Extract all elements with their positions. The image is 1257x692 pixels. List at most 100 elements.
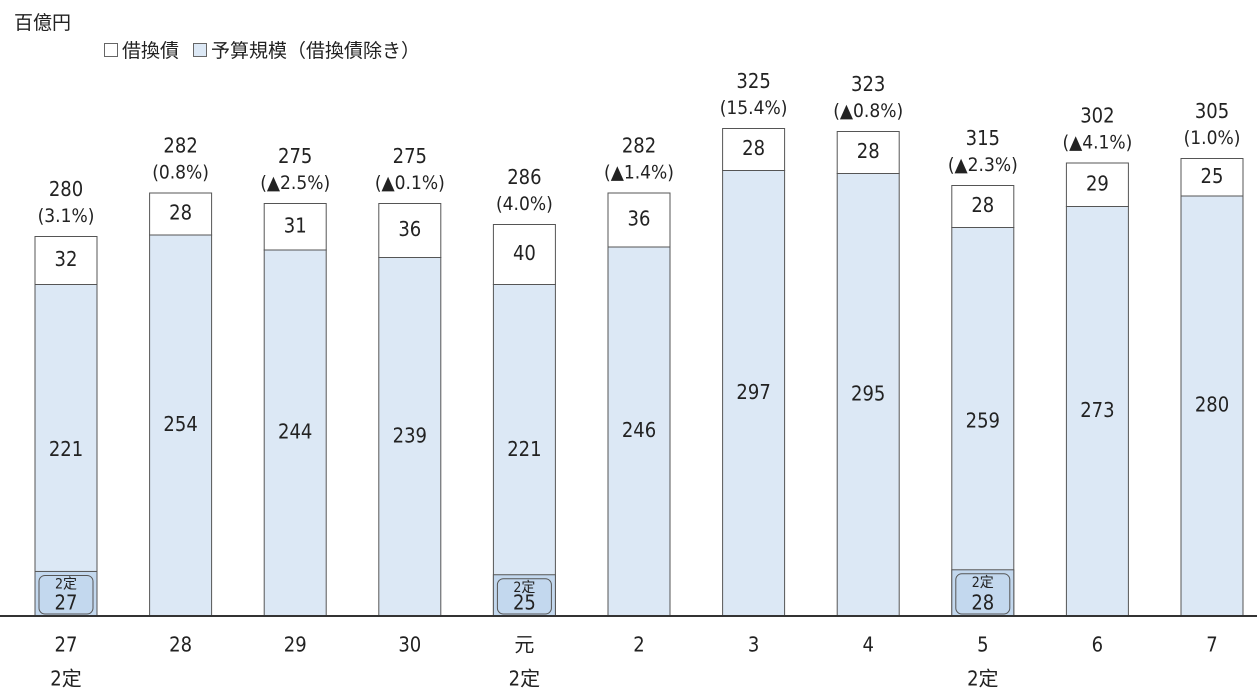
change-label: (▲0.8%)	[833, 100, 903, 122]
bar-refinancing-label: 28	[857, 139, 880, 163]
bar-budget	[263, 249, 327, 617]
total-label: 315	[966, 126, 1000, 150]
x-tick-label: 2定	[50, 667, 81, 691]
legend: 借換債 予算規模（借換債除き）	[104, 36, 420, 63]
bar-budget	[836, 173, 900, 617]
bar-refinancing	[607, 192, 671, 248]
bar-refinancing	[722, 128, 786, 171]
supplementary-bracket	[38, 574, 94, 615]
bar-budget	[1180, 195, 1244, 617]
bar-budget	[722, 170, 786, 617]
total-label: 286	[507, 165, 541, 189]
bar-budget	[378, 257, 442, 617]
bar-refinancing	[263, 203, 327, 251]
supplementary-value: 28	[971, 591, 994, 615]
x-tick-label: 28	[169, 633, 192, 657]
bar-budget-label: 280	[1195, 393, 1229, 417]
bar-refinancing-label: 32	[55, 247, 78, 271]
supplementary-label: 2定	[513, 580, 535, 596]
legend-swatch-refinancing	[104, 42, 118, 57]
total-label: 325	[736, 69, 770, 93]
total-label: 275	[393, 144, 427, 168]
supplementary-label: 2定	[55, 576, 77, 592]
supplementary-value: 25	[513, 591, 536, 615]
change-label: (▲1.4%)	[604, 162, 674, 184]
x-tick-label: 4	[862, 633, 873, 657]
legend-label-budget: 予算規模（借換債除き）	[211, 40, 421, 62]
bar-budget	[951, 227, 1015, 617]
bar-budget	[607, 246, 671, 617]
bar-budget-label: 246	[622, 418, 656, 442]
bar-budget-label: 221	[49, 437, 83, 461]
x-tick-label: 27	[55, 633, 78, 657]
bar-refinancing	[34, 236, 98, 285]
bar-budget	[34, 284, 98, 617]
change-label: (▲2.5%)	[260, 172, 330, 194]
bar-budget-label: 221	[507, 437, 541, 461]
bar-budget-label: 244	[278, 420, 312, 444]
x-tick-label: 7	[1206, 633, 1217, 657]
bar-refinancing-label: 25	[1201, 164, 1224, 188]
change-label: (▲2.3%)	[948, 154, 1018, 176]
x-tick-label: 元	[514, 633, 534, 657]
bar-budget-label: 297	[736, 380, 770, 404]
unit-label: 百億円	[14, 12, 72, 34]
change-label: (15.4%)	[720, 97, 788, 119]
bar-budget	[1065, 206, 1129, 617]
x-tick-label: 2	[633, 633, 644, 657]
bar-budget-label: 259	[966, 408, 1000, 432]
total-label: 282	[622, 134, 656, 158]
bar-refinancing-label: 28	[169, 201, 192, 225]
bar-refinancing	[492, 224, 556, 285]
supplementary-bracket	[955, 573, 1011, 615]
bar-budget-label: 254	[163, 412, 197, 436]
bar-refinancing	[149, 192, 213, 236]
change-label: (1.0%)	[1184, 127, 1241, 149]
total-label: 282	[163, 134, 197, 158]
supplementary-segment	[951, 569, 1015, 617]
change-label: (▲0.1%)	[375, 172, 445, 194]
legend-label-refinancing: 借換債	[122, 40, 180, 62]
bar-refinancing-label: 29	[1086, 171, 1109, 195]
bar-refinancing-label: 40	[513, 241, 536, 265]
bar-refinancing	[1180, 158, 1244, 197]
x-tick-label: 3	[748, 633, 759, 657]
bar-refinancing-label: 31	[284, 213, 307, 237]
bar-refinancing	[1065, 162, 1129, 207]
bar-refinancing-label: 36	[398, 217, 421, 241]
supplementary-segment	[34, 570, 98, 617]
x-tick-label: 2定	[967, 667, 998, 691]
bar-budget	[492, 284, 556, 617]
supplementary-segment	[492, 574, 556, 617]
x-tick-label: 30	[398, 633, 421, 657]
supplementary-label: 2定	[972, 575, 994, 591]
change-label: (▲4.1%)	[1062, 132, 1132, 154]
total-label: 280	[49, 177, 83, 201]
bar-refinancing-label: 36	[628, 207, 651, 231]
change-label: (0.8%)	[152, 162, 209, 184]
bar-refinancing	[836, 131, 900, 174]
legend-item-refinancing: 借換債	[104, 36, 179, 63]
bar-budget-label: 295	[851, 381, 885, 405]
bar-budget	[149, 234, 213, 617]
bar-refinancing-label: 28	[971, 193, 994, 217]
legend-item-budget: 予算規模（借換債除き）	[193, 36, 420, 63]
bar-refinancing-label: 28	[742, 136, 765, 160]
x-tick-label: 6	[1092, 633, 1103, 657]
bar-budget-label: 273	[1080, 398, 1114, 422]
change-label: (4.0%)	[496, 193, 553, 215]
supplementary-value: 27	[55, 591, 78, 615]
x-tick-label: 2定	[509, 667, 540, 691]
total-label: 305	[1195, 99, 1229, 123]
bar-budget-label: 239	[393, 423, 427, 447]
bar-refinancing	[378, 203, 442, 258]
bar-refinancing	[951, 185, 1015, 228]
change-label: (3.1%)	[38, 205, 95, 227]
total-label: 323	[851, 72, 885, 96]
supplementary-bracket	[496, 578, 552, 615]
total-label: 302	[1080, 104, 1114, 128]
legend-swatch-budget	[193, 42, 208, 57]
total-label: 275	[278, 144, 312, 168]
